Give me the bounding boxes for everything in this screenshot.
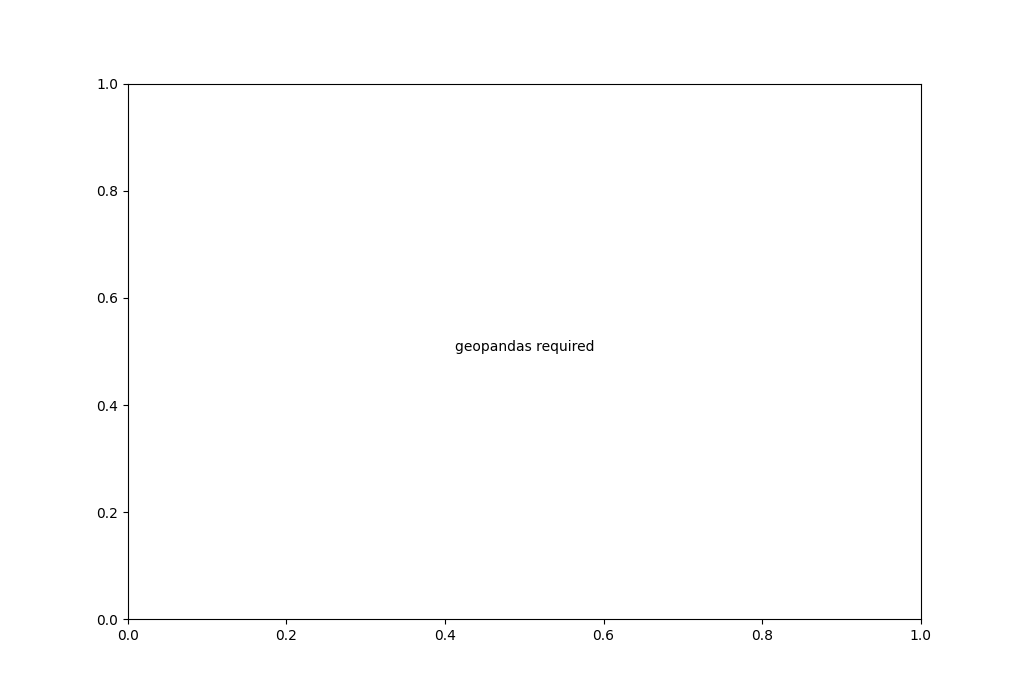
Text: geopandas required: geopandas required (454, 340, 594, 354)
